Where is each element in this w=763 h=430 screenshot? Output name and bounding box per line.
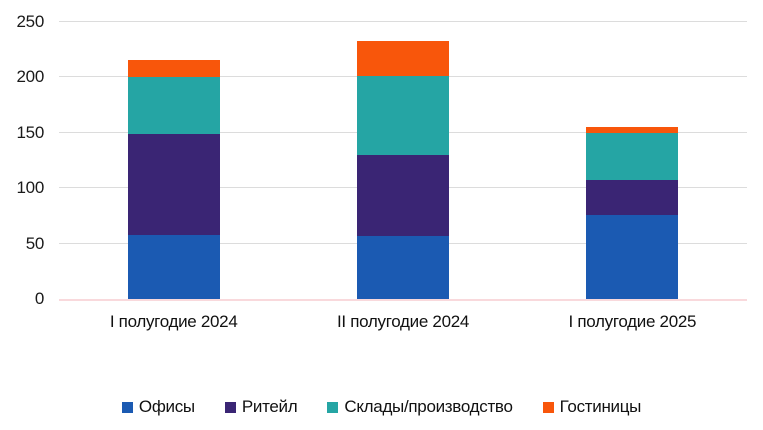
bar-group (586, 22, 679, 299)
x-axis-label: II полугодие 2024 (336, 312, 470, 331)
legend-swatch-icon (327, 401, 339, 413)
y-tick-label: 250 (16, 12, 45, 31)
legend-item: Офисы (121, 397, 195, 417)
bar-segment (586, 214, 679, 299)
legend-swatch-icon (121, 401, 133, 413)
plot-area (59, 21, 747, 301)
bar-segment (586, 132, 679, 181)
legend-item-label: Ритейл (241, 397, 298, 416)
bar-group (357, 22, 449, 299)
zero-axis-line (59, 299, 747, 301)
legend-swatch-icon (542, 401, 554, 413)
legend-item-label: Гостиницы (559, 397, 642, 416)
bar-segment (127, 234, 220, 299)
bar-segment (586, 127, 679, 133)
bar-segment (357, 76, 449, 155)
legend-item-label: Офисы (138, 397, 195, 416)
y-tick-label: 200 (16, 67, 45, 87)
bar-segment (586, 180, 679, 215)
gridline (59, 21, 747, 22)
y-tick-label: 50 (25, 233, 45, 253)
y-tick-label: 0 (34, 289, 44, 308)
legend: Офисы Ритейл Склады/производство Гостиницы (0, 394, 763, 420)
legend-swatch-icon (224, 401, 236, 413)
bar-segment (127, 77, 220, 134)
legend-item-label: Склады/производство (344, 397, 513, 416)
bar-segment (127, 59, 220, 78)
y-tick-label: 100 (16, 178, 45, 198)
bar-segment (357, 40, 449, 77)
bar-segment (127, 133, 220, 235)
legend-item: Гостиницы (542, 397, 642, 417)
legend-item: Ритейл (224, 397, 298, 417)
y-tick-label: 150 (16, 122, 45, 142)
bar-group (127, 22, 220, 299)
x-axis-label: I полугодие 2025 (568, 312, 697, 331)
legend-item: Склады/производство (327, 397, 513, 417)
bar-segment (357, 154, 449, 236)
x-axis-label: I полугодие 2024 (109, 312, 238, 331)
bar-segment (357, 235, 449, 299)
